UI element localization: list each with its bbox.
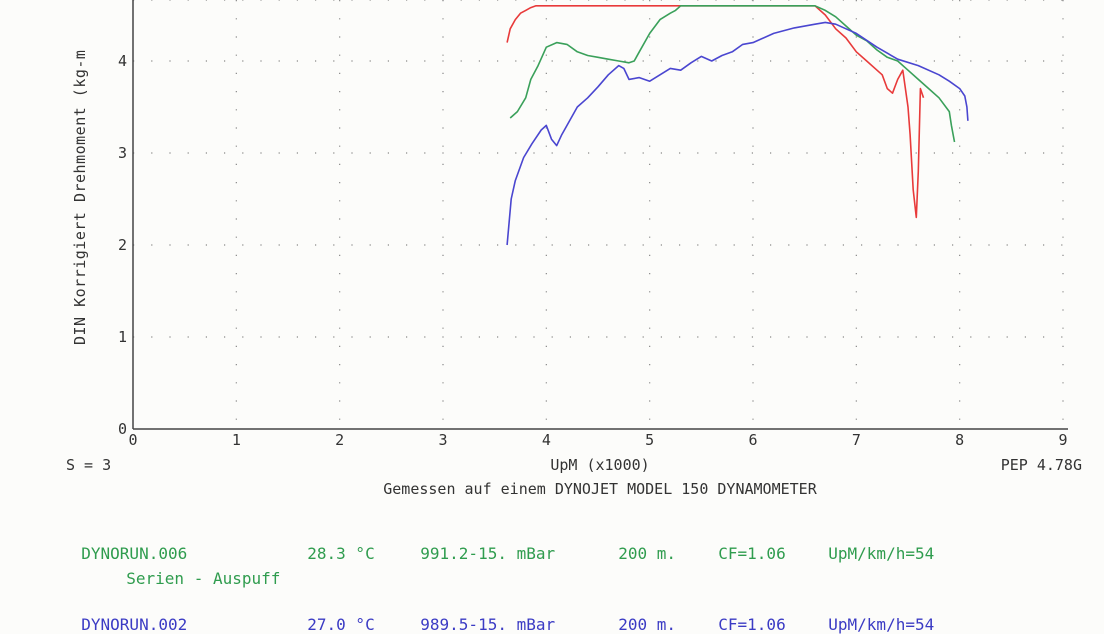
x-tick-label: 8 — [955, 431, 964, 449]
x-tick-label: 9 — [1058, 431, 1067, 449]
series-line-1 — [506, 5, 925, 219]
y-tick-label: 2 — [118, 236, 127, 254]
run-description-text: Serien - Auspuff — [126, 569, 281, 588]
run-cf: CF=1.06 — [718, 615, 786, 634]
x-tick-label: 4 — [542, 431, 551, 449]
footer-left: S = 3 — [66, 456, 111, 474]
run-pressure: 989.5-15. mBar — [420, 615, 556, 634]
run-pressure: 991.2-15. mBar — [420, 544, 556, 563]
run-cf: CF=1.06 — [718, 544, 786, 563]
run-line-2: DYNORUN.002 27.0 °C 989.5-15. mBar 200 m. CF… — [62, 596, 934, 634]
run-temp: 27.0 °C — [307, 615, 375, 634]
run-file: DYNORUN.006 — [81, 544, 188, 563]
x-tick-label: 7 — [852, 431, 861, 449]
footer-right: PEP 4.78G — [1001, 456, 1082, 474]
y-tick-labels: 0 1 2 3 4 — [118, 52, 127, 438]
y-axis-label: DIN Korrigiert Drehmoment (kg-m — [71, 50, 89, 345]
x-tick-label: 5 — [645, 431, 654, 449]
series-line-3 — [506, 21, 969, 246]
y-tick-label: 3 — [118, 144, 127, 162]
x-tick-label: 0 — [128, 431, 137, 449]
grid — [133, 0, 1068, 429]
y-tick-label: 1 — [118, 328, 127, 346]
series-line-2 — [509, 5, 956, 143]
x-tick-label: 1 — [232, 431, 241, 449]
x-tick-labels: 0 1 2 3 4 5 6 7 8 9 — [128, 431, 1067, 449]
y-tick-label: 4 — [118, 52, 127, 70]
run-altitude: 200 m. — [618, 544, 677, 563]
run-ratio: UpM/km/h=54 — [828, 615, 935, 634]
footer-center: Gemessen auf einem DYNOJET MODEL 150 DYN… — [383, 480, 817, 498]
run-file: DYNORUN.002 — [81, 615, 188, 634]
x-tick-label: 6 — [748, 431, 757, 449]
series-group — [506, 5, 969, 246]
run-description: Serien - Auspuff — [107, 550, 280, 588]
x-tick-label: 2 — [335, 431, 344, 449]
x-tick-label: 3 — [438, 431, 447, 449]
run-temp: 28.3 °C — [307, 544, 375, 563]
run-ratio: UpM/km/h=54 — [828, 544, 935, 563]
run-line-1: DYNORUN.006 28.3 °C 991.2-15. mBar 200 m. CF… — [62, 525, 934, 563]
run-altitude: 200 m. — [618, 615, 677, 634]
y-tick-label: 0 — [118, 420, 127, 438]
x-axis-label: UpM (x1000) — [550, 456, 649, 474]
dyno-chart: 0 1 2 3 4 5 6 7 8 9 0 1 2 3 4 DIN Korrigiert Drehmome… — [66, 0, 1082, 498]
